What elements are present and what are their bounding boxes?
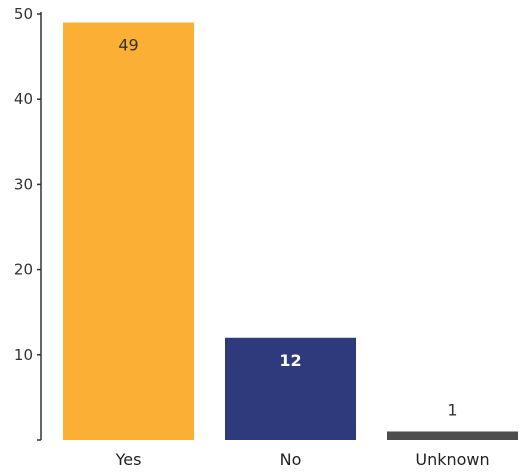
y-tick-label: 20 (14, 261, 33, 279)
y-tick-label: 10 (14, 346, 33, 364)
y-axis: 10 20 30 40 50 (14, 5, 42, 441)
x-tick-label: No (280, 450, 302, 469)
x-tick-label: Yes (115, 450, 142, 469)
data-label: 1 (447, 400, 457, 419)
bar-yes (63, 22, 194, 441)
x-tick-label: Unknown (415, 450, 489, 469)
y-tick-label: 50 (14, 5, 33, 23)
bar-unknown (387, 431, 518, 440)
bar-no (225, 337, 356, 440)
x-axis: Yes No Unknown (115, 450, 490, 469)
y-tick-label: 40 (14, 90, 33, 108)
data-label: 12 (279, 351, 301, 370)
bars: 49 12 1 (63, 22, 518, 441)
y-tick-label: 30 (14, 175, 33, 193)
data-label: 49 (118, 36, 138, 55)
